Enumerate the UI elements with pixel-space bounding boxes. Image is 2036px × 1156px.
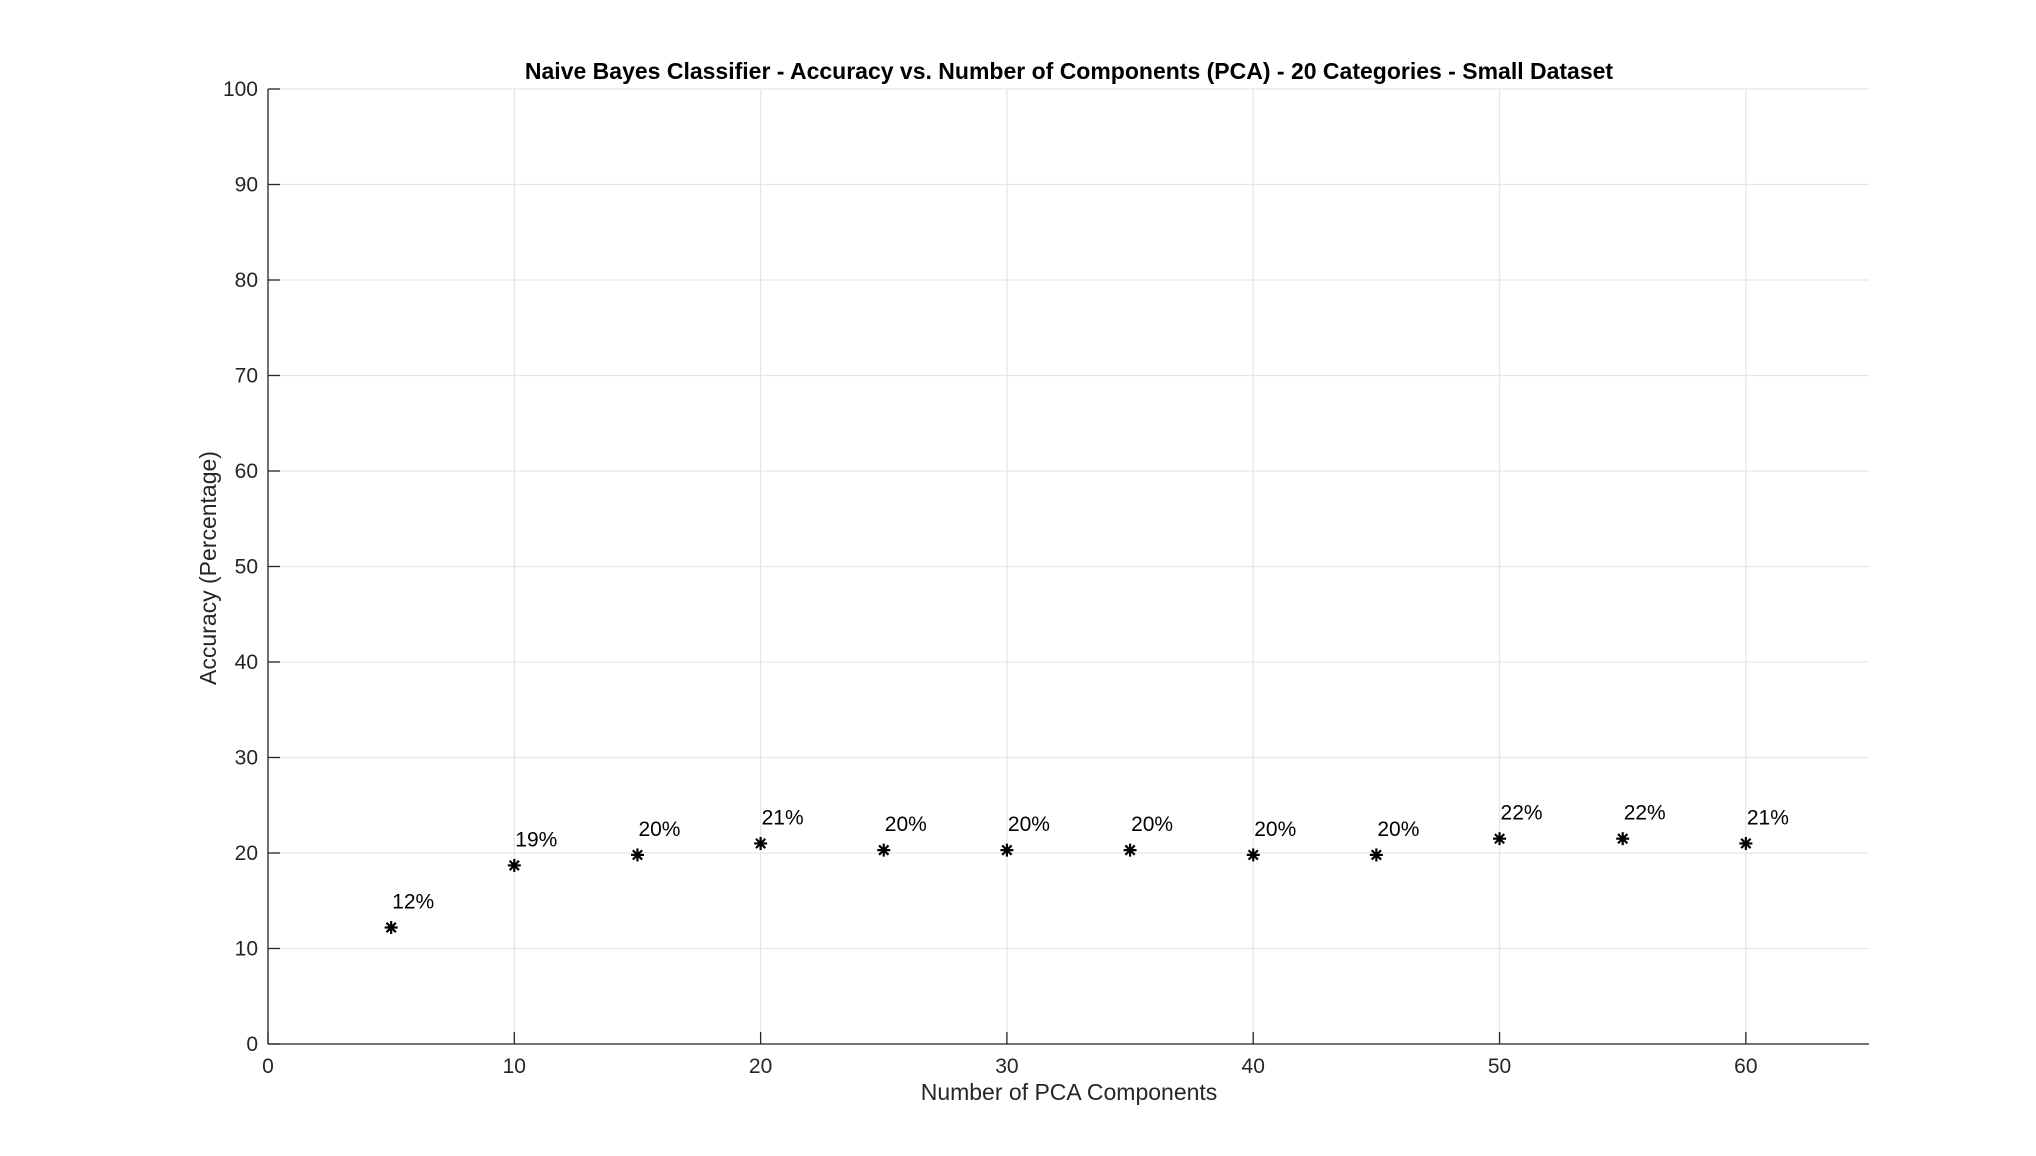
y-tick-label: 70 bbox=[235, 365, 258, 388]
data-label: 12% bbox=[392, 890, 434, 913]
data-label: 20% bbox=[885, 813, 927, 836]
y-tick-label: 20 bbox=[235, 842, 258, 865]
data-point bbox=[1616, 832, 1630, 846]
data-label: 21% bbox=[1747, 806, 1789, 829]
data-labels: 12% 19% 20% 21% 20% 20% 20% 20% 20% 22% 22% 21% bbox=[392, 802, 1789, 914]
data-point bbox=[1493, 832, 1507, 846]
data-point bbox=[754, 836, 768, 850]
data-point bbox=[877, 843, 891, 857]
chart-title: Naive Bayes Classifier - Accuracy vs. Nu… bbox=[525, 58, 1614, 84]
x-tick-label: 10 bbox=[503, 1055, 526, 1078]
data-label: 20% bbox=[638, 818, 680, 841]
data-label: 20% bbox=[1377, 818, 1419, 841]
y-tick-label: 90 bbox=[235, 174, 258, 197]
y-tick-label: 40 bbox=[235, 651, 258, 674]
data-points bbox=[384, 832, 1753, 934]
x-tick-label: 30 bbox=[995, 1055, 1018, 1078]
x-tick-label: 0 bbox=[262, 1055, 274, 1078]
data-label: 20% bbox=[1008, 813, 1050, 836]
data-label: 22% bbox=[1624, 802, 1666, 825]
data-label: 21% bbox=[762, 806, 804, 829]
y-tick-label: 0 bbox=[246, 1033, 258, 1056]
grid bbox=[267, 88, 1869, 1045]
x-tick-label: 60 bbox=[1734, 1055, 1757, 1078]
data-point bbox=[1739, 836, 1753, 850]
axes bbox=[267, 88, 1869, 1045]
tick-labels: 0 10 20 30 40 50 60 0 10 20 30 40 50 60 70 80 90 100 bbox=[223, 78, 1758, 1078]
x-tick-label: 20 bbox=[749, 1055, 772, 1078]
data-label: 22% bbox=[1501, 802, 1543, 825]
y-tick-label: 100 bbox=[223, 78, 258, 101]
data-point bbox=[1369, 848, 1383, 862]
data-point bbox=[630, 848, 644, 862]
data-point bbox=[384, 920, 398, 934]
y-axis-title: Accuracy (Percentage) bbox=[195, 451, 221, 685]
y-tick-label: 80 bbox=[235, 269, 258, 292]
y-tick-label: 30 bbox=[235, 747, 258, 770]
data-point bbox=[507, 858, 521, 872]
data-label: 19% bbox=[515, 828, 557, 851]
x-axis-title: Number of PCA Components bbox=[921, 1079, 1218, 1105]
y-tick-label: 10 bbox=[235, 938, 258, 961]
data-label: 20% bbox=[1131, 813, 1173, 836]
x-tick-label: 50 bbox=[1488, 1055, 1511, 1078]
data-point bbox=[1123, 843, 1137, 857]
data-label: 20% bbox=[1254, 818, 1296, 841]
y-tick-label: 50 bbox=[235, 556, 258, 579]
x-tick-label: 40 bbox=[1242, 1055, 1265, 1078]
data-point bbox=[1000, 843, 1014, 857]
y-tick-label: 60 bbox=[235, 460, 258, 483]
data-point bbox=[1246, 848, 1260, 862]
